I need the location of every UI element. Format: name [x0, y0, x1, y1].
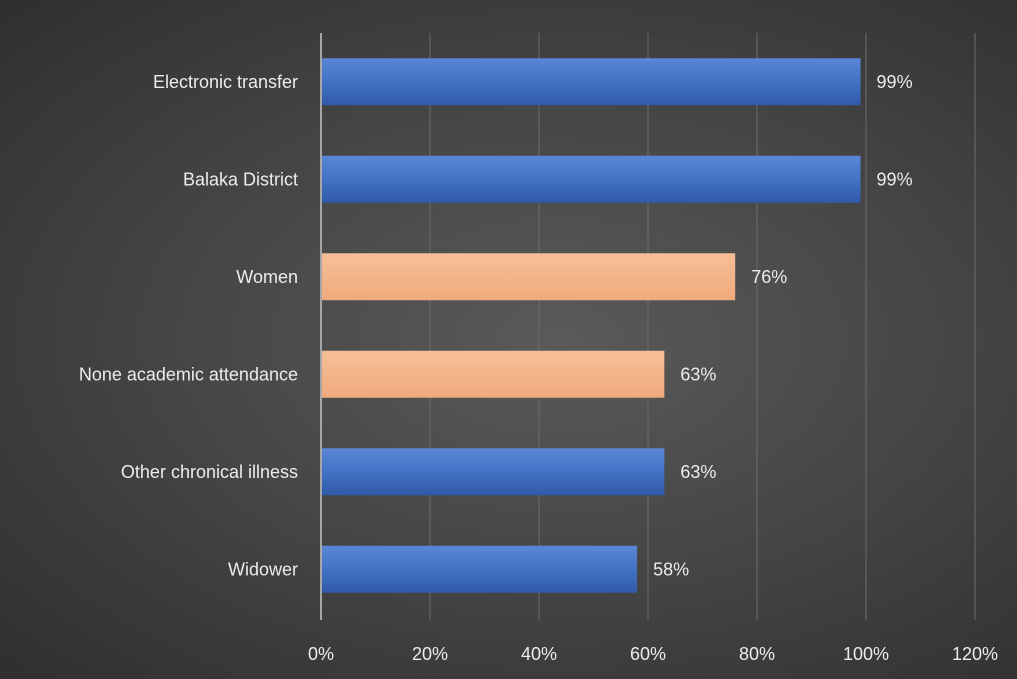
category-label: Other chronical illness — [121, 462, 298, 482]
gridlines — [429, 33, 976, 620]
bar — [321, 448, 665, 496]
bar — [321, 253, 736, 301]
x-tick-label: 100% — [843, 644, 889, 664]
category-label: Widower — [228, 559, 298, 579]
x-tick-label: 0% — [308, 644, 334, 664]
data-label: 99% — [877, 169, 913, 189]
bar — [321, 350, 665, 398]
data-label: 58% — [653, 559, 689, 579]
x-tick-label: 40% — [521, 644, 557, 664]
labels: 0% 20% 40% 60% 80% 100% 120% Electronic transfe… — [79, 72, 998, 664]
category-label: None academic attendance — [79, 364, 298, 384]
bars — [321, 58, 861, 593]
category-label: Women — [236, 267, 298, 287]
x-tick-label: 20% — [412, 644, 448, 664]
data-label: 63% — [680, 364, 716, 384]
x-tick-label: 60% — [630, 644, 666, 664]
category-label: Balaka District — [183, 169, 298, 189]
data-label: 99% — [877, 72, 913, 92]
bar — [321, 155, 861, 203]
x-tick-label: 120% — [952, 644, 998, 664]
category-label: Electronic transfer — [153, 72, 298, 92]
bar — [321, 58, 861, 106]
bar — [321, 545, 638, 593]
x-tick-label: 80% — [739, 644, 775, 664]
data-label: 76% — [751, 267, 787, 287]
data-label: 63% — [680, 462, 716, 482]
